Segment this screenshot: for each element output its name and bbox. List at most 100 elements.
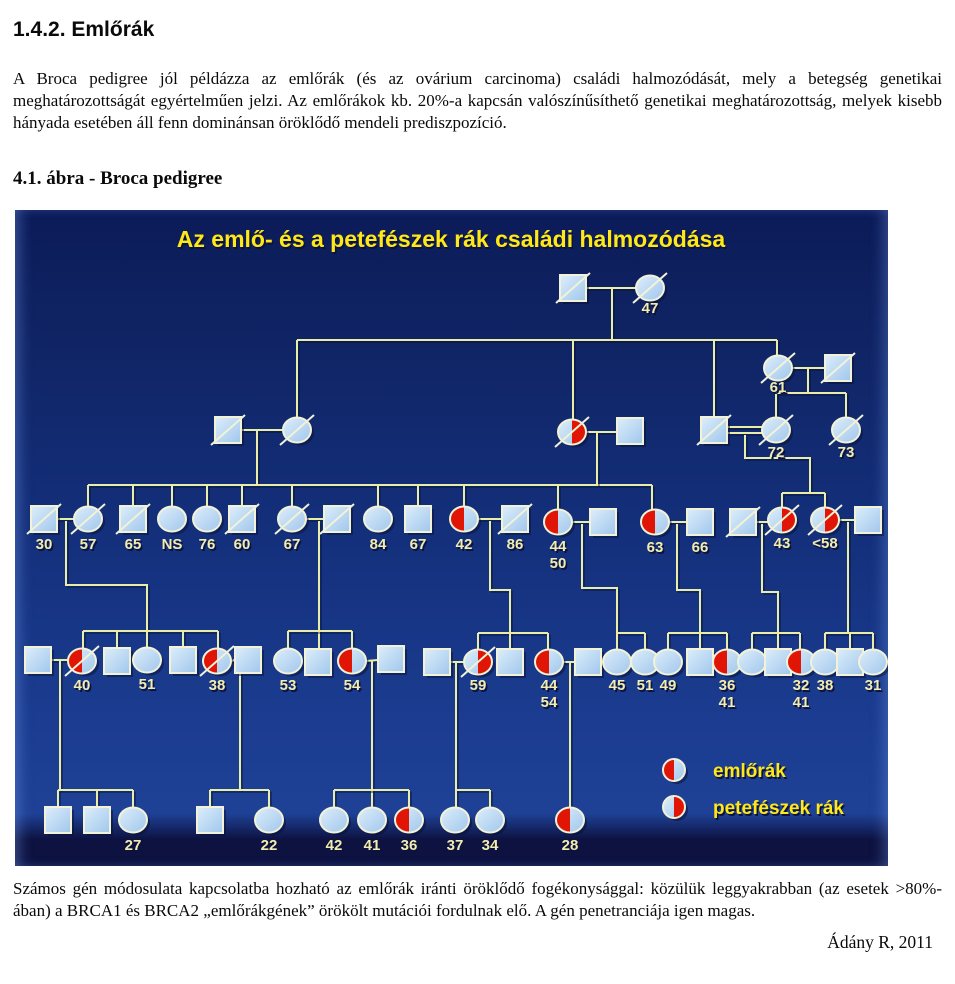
svg-text:28: 28 (563, 839, 580, 856)
svg-text:30: 30 (37, 538, 54, 555)
svg-text:60: 60 (234, 536, 251, 553)
svg-text:50: 50 (551, 557, 568, 574)
svg-text:44: 44 (550, 538, 567, 555)
svg-text:petefészek rák: petefészek rák (713, 798, 844, 819)
svg-text:54: 54 (542, 696, 559, 713)
svg-text:36: 36 (719, 677, 736, 694)
svg-text:76: 76 (200, 538, 217, 555)
svg-text:41: 41 (793, 694, 810, 711)
svg-text:61: 61 (770, 379, 787, 396)
svg-text:36: 36 (402, 839, 419, 856)
svg-text:42: 42 (457, 538, 474, 555)
svg-text:NS: NS (163, 538, 184, 555)
svg-text:41: 41 (719, 694, 736, 711)
svg-text:66: 66 (692, 539, 709, 556)
svg-text:40: 40 (75, 679, 92, 696)
svg-text:73: 73 (838, 444, 855, 461)
svg-text:34: 34 (483, 839, 500, 856)
svg-text:45: 45 (610, 679, 627, 696)
svg-text:32: 32 (793, 677, 810, 694)
svg-text:36: 36 (720, 679, 737, 696)
svg-text:73: 73 (839, 446, 856, 463)
svg-text:65: 65 (126, 538, 143, 555)
svg-text:<58: <58 (812, 535, 837, 552)
svg-text:32: 32 (794, 679, 811, 696)
svg-text:47: 47 (642, 300, 659, 317)
svg-text:28: 28 (562, 837, 579, 854)
svg-text:Az emlő- és a petefészek rák c: Az emlő- és a petefészek rák családi hal… (177, 226, 726, 252)
svg-text:<58: <58 (814, 537, 839, 554)
svg-text:44: 44 (551, 540, 568, 557)
svg-text:27: 27 (126, 839, 143, 856)
svg-text:67: 67 (411, 538, 428, 555)
svg-text:84: 84 (371, 538, 388, 555)
svg-text:67: 67 (285, 538, 302, 555)
svg-text:36: 36 (401, 837, 418, 854)
svg-text:38: 38 (209, 677, 226, 694)
svg-text:emlőrák: emlőrák (713, 761, 786, 782)
svg-text:31: 31 (866, 679, 883, 696)
figure-caption: 4.1. ábra - Broca pedigree (13, 168, 223, 189)
svg-text:41: 41 (720, 696, 737, 713)
svg-text:72: 72 (769, 446, 786, 463)
svg-text:38: 38 (817, 677, 834, 694)
svg-text:63: 63 (647, 539, 664, 556)
svg-text:57: 57 (81, 538, 98, 555)
svg-text:34: 34 (482, 837, 499, 854)
svg-text:51: 51 (139, 676, 156, 693)
svg-text:50: 50 (550, 555, 567, 572)
svg-text:61: 61 (771, 381, 788, 398)
svg-text:22: 22 (262, 839, 279, 856)
svg-text:37: 37 (448, 839, 465, 856)
pedigree-figure: 47 47 61 61 72 72 73 73 30 30 57 57 65 65 NS NS 76 76 60 60… (15, 210, 888, 866)
svg-text:41: 41 (365, 839, 382, 856)
svg-text:43: 43 (775, 537, 792, 554)
svg-text:76: 76 (199, 536, 216, 553)
svg-text:43: 43 (774, 535, 791, 552)
svg-text:54: 54 (541, 694, 558, 711)
svg-text:27: 27 (125, 837, 142, 854)
svg-text:38: 38 (210, 679, 227, 696)
svg-text:44: 44 (542, 679, 559, 696)
svg-text:49: 49 (661, 679, 678, 696)
svg-text:59: 59 (471, 679, 488, 696)
svg-text:53: 53 (281, 679, 298, 696)
svg-text:53: 53 (280, 677, 297, 694)
svg-text:42: 42 (327, 839, 344, 856)
svg-text:31: 31 (865, 677, 882, 694)
closing-paragraph: Számos gén módosulata kapcsolatba hozhat… (13, 879, 942, 920)
svg-text:86: 86 (507, 536, 524, 553)
svg-text:72: 72 (768, 444, 785, 461)
svg-text:59: 59 (470, 677, 487, 694)
svg-text:67: 67 (410, 536, 427, 553)
intro-paragraph: A Broca pedigree jól példázza az emlőrák… (13, 69, 942, 132)
svg-text:42: 42 (456, 536, 473, 553)
svg-text:67: 67 (284, 536, 301, 553)
svg-text:86: 86 (508, 538, 525, 555)
svg-text:Az emlő- és a petefészek rák c: Az emlő- és a petefészek rák családi hal… (178, 228, 727, 254)
svg-text:41: 41 (364, 837, 381, 854)
svg-text:47: 47 (643, 302, 660, 319)
svg-text:38: 38 (818, 679, 835, 696)
svg-text:57: 57 (80, 536, 97, 553)
svg-text:41: 41 (794, 696, 811, 713)
svg-text:42: 42 (326, 837, 343, 854)
svg-text:petefészek rák: petefészek rák (715, 800, 846, 821)
svg-text:66: 66 (693, 541, 710, 558)
svg-text:84: 84 (370, 536, 387, 553)
svg-text:63: 63 (648, 541, 665, 558)
svg-text:51: 51 (140, 678, 157, 695)
svg-text:40: 40 (74, 677, 91, 694)
svg-text:51: 51 (637, 677, 654, 694)
svg-text:37: 37 (447, 837, 464, 854)
svg-text:22: 22 (261, 837, 278, 854)
svg-text:54: 54 (345, 679, 362, 696)
svg-text:45: 45 (609, 677, 626, 694)
svg-text:54: 54 (344, 677, 361, 694)
svg-text:emlőrák: emlőrák (715, 763, 788, 784)
svg-text:NS: NS (162, 536, 183, 553)
svg-text:49: 49 (660, 677, 677, 694)
svg-text:65: 65 (125, 536, 142, 553)
